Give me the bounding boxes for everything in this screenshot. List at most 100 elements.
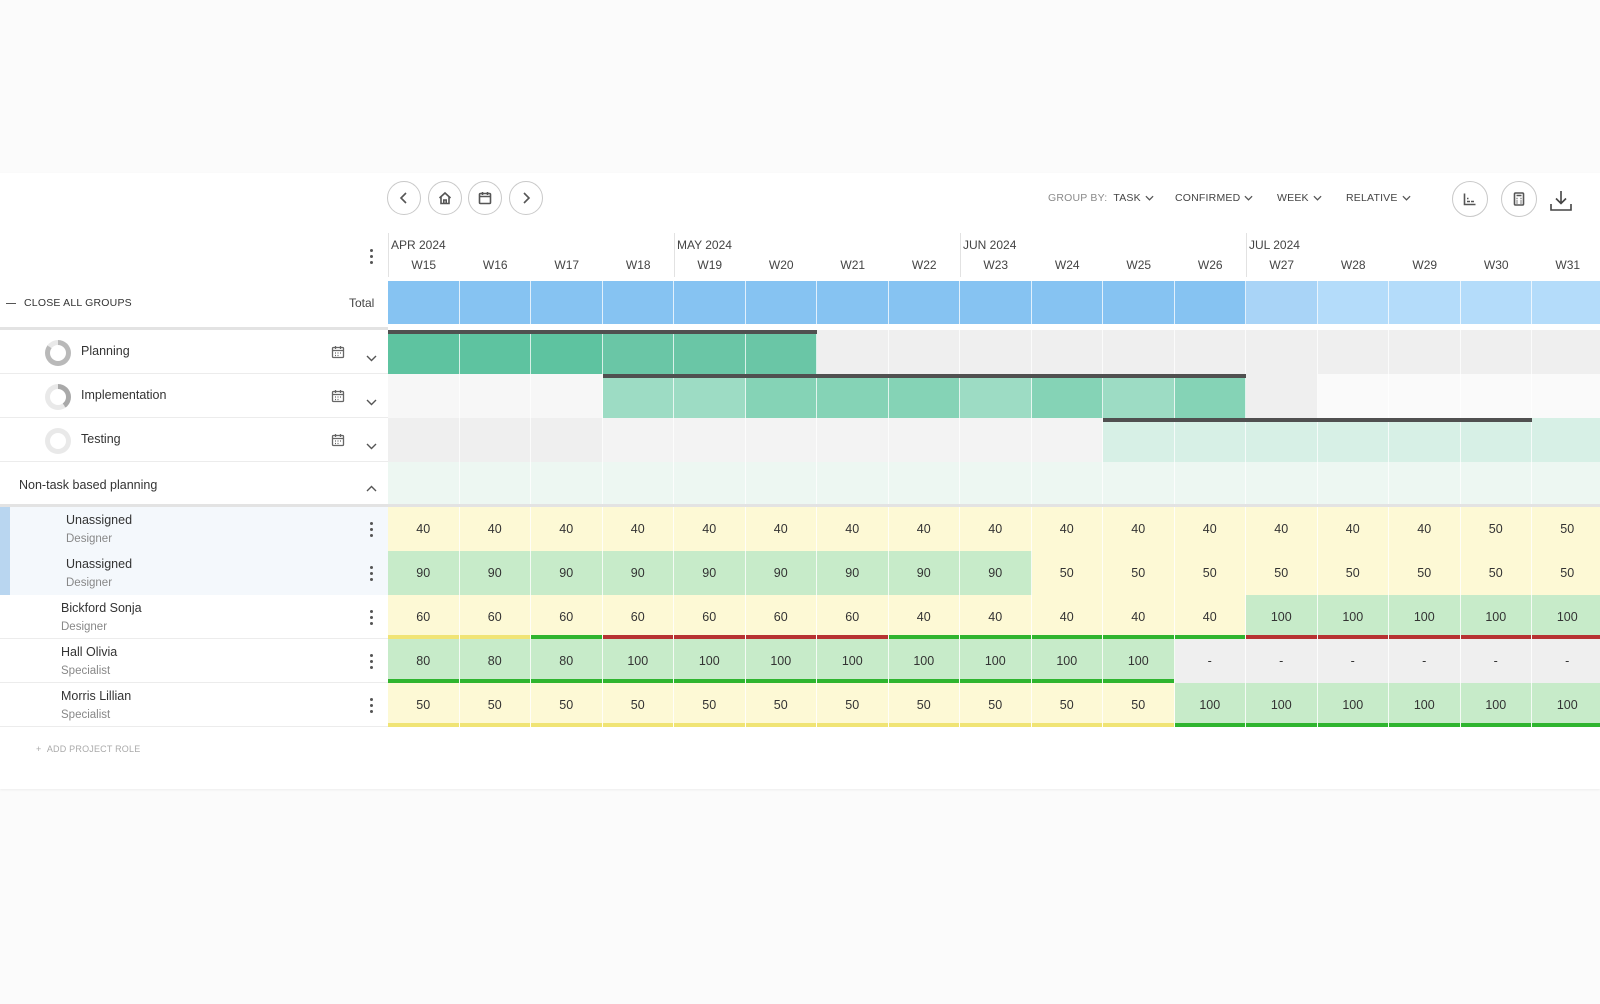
week-label: W22: [911, 258, 937, 272]
close-all-groups-button[interactable]: CLOSE ALL GROUPS: [6, 297, 132, 309]
capacity-indicator: [1317, 723, 1388, 727]
allocation-cell: 40: [1031, 507, 1103, 551]
task-row-testing[interactable]: Testing: [0, 418, 388, 462]
total-label: Total: [349, 296, 375, 310]
calendar-icon[interactable]: [331, 389, 345, 403]
chevron-down-icon[interactable]: [366, 393, 377, 411]
allocation-cell: 100: [888, 639, 960, 683]
allocation-cell: 40: [1389, 507, 1461, 551]
capacity-indicator: [674, 635, 745, 639]
capacity-indicator: [602, 679, 673, 683]
total-cell: [888, 281, 960, 324]
total-cell: [1031, 281, 1103, 324]
task-cell: [531, 330, 603, 374]
task-cell: [1103, 330, 1175, 374]
chevron-down-icon: [1145, 195, 1154, 201]
non-task-cell: [1532, 462, 1600, 504]
month-label: APR 2024: [391, 238, 446, 252]
divider: [0, 726, 388, 727]
week-label: W21: [840, 258, 866, 272]
divider: [0, 327, 388, 330]
capacity-indicator: [674, 679, 745, 683]
task-cell: [459, 418, 531, 462]
allocation-cell: 50: [602, 683, 674, 727]
task-cell: [1460, 418, 1532, 462]
allocation-cell: 100: [817, 639, 889, 683]
total-cell: [1532, 281, 1600, 324]
task-row-planning[interactable]: Planning: [0, 330, 388, 374]
week-label: W15: [411, 258, 437, 272]
calculator-button[interactable]: [1501, 181, 1537, 217]
person-row[interactable]: Hall Olivia Specialist: [0, 639, 388, 683]
person-row[interactable]: Unassigned Designer: [0, 507, 388, 551]
task-cell: [960, 374, 1032, 418]
capacity-indicator: [1174, 635, 1245, 639]
allocation-cell: 40: [960, 595, 1032, 639]
task-cell: [388, 418, 460, 462]
relative-select[interactable]: RELATIVE: [1346, 192, 1411, 204]
chart-button[interactable]: [1452, 181, 1488, 217]
allocation-cell: 60: [459, 595, 531, 639]
allocation-cell: 50: [1031, 551, 1103, 595]
allocation-cell: 40: [745, 507, 817, 551]
task-cell: [1174, 418, 1246, 462]
month-label: JUL 2024: [1249, 238, 1300, 252]
confirmed-select[interactable]: CONFIRMED: [1175, 192, 1253, 204]
non-task-cell: [1389, 462, 1461, 504]
task-cell: [1031, 330, 1103, 374]
capacity-indicator: [1031, 723, 1102, 727]
download-button[interactable]: [1548, 188, 1574, 214]
calendar-icon[interactable]: [331, 433, 345, 447]
allocation-cell: 100: [1460, 595, 1532, 639]
person-row[interactable]: Morris Lillian Specialist: [0, 683, 388, 727]
add-project-role-button[interactable]: + ADD PROJECT ROLE: [36, 744, 141, 754]
row-menu-button[interactable]: [361, 651, 381, 671]
timeline-grid: APR 2024 MAY 2024 JUN 2024 JUL 2024 W15 W…: [388, 173, 1600, 789]
allocation-cell: 40: [960, 507, 1032, 551]
toolbar: GROUP BY: TASK CONFIRMED WEEK RELATIVE: [0, 173, 1600, 229]
task-name: Planning: [81, 344, 130, 358]
chevron-down-icon[interactable]: [366, 349, 377, 367]
allocation-cell: 50: [388, 683, 460, 727]
week-select[interactable]: WEEK: [1277, 192, 1322, 204]
capacity-indicator: [888, 723, 959, 727]
task-cell: [602, 418, 674, 462]
capacity-indicator: [888, 635, 959, 639]
capacity-indicator: [459, 679, 530, 683]
non-task-cell: [1460, 462, 1532, 504]
task-row-implementation[interactable]: Implementation: [0, 374, 388, 418]
row-menu-button[interactable]: [361, 519, 381, 539]
capacity-indicator: [459, 723, 530, 727]
allocation-cell: 50: [888, 683, 960, 727]
relative-label: RELATIVE: [1346, 192, 1398, 204]
capacity-indicator: [745, 635, 816, 639]
chevron-up-icon[interactable]: [366, 479, 377, 497]
allocation-cell: 50: [1246, 551, 1318, 595]
task-cell: [1103, 374, 1175, 418]
allocation-cell: 100: [1389, 683, 1461, 727]
left-panel: CLOSE ALL GROUPS Total Planning Implemen…: [0, 173, 388, 789]
chart-icon: [1463, 193, 1476, 206]
task-cell: [388, 330, 460, 374]
allocation-cell: 50: [1103, 551, 1175, 595]
calendar-button[interactable]: [468, 181, 502, 215]
header-menu-button[interactable]: [361, 246, 381, 266]
calendar-icon[interactable]: [331, 345, 345, 359]
total-cell: [1174, 281, 1246, 324]
chevron-down-icon[interactable]: [366, 437, 377, 455]
row-menu-button[interactable]: [361, 607, 381, 627]
calculator-icon: [1513, 192, 1525, 206]
allocation-cell: 90: [459, 551, 531, 595]
person-row[interactable]: Bickford Sonja Designer: [0, 595, 388, 639]
previous-button[interactable]: [387, 181, 421, 215]
week-label: W17: [554, 258, 580, 272]
task-cell: [1246, 330, 1318, 374]
group-by-select[interactable]: GROUP BY: TASK: [1048, 192, 1154, 204]
person-row[interactable]: Unassigned Designer: [0, 551, 388, 595]
home-button[interactable]: [428, 181, 462, 215]
task-cell: [817, 330, 889, 374]
allocation-cell: 50: [960, 683, 1032, 727]
row-menu-button[interactable]: [361, 563, 381, 583]
row-menu-button[interactable]: [361, 695, 381, 715]
next-button[interactable]: [509, 181, 543, 215]
